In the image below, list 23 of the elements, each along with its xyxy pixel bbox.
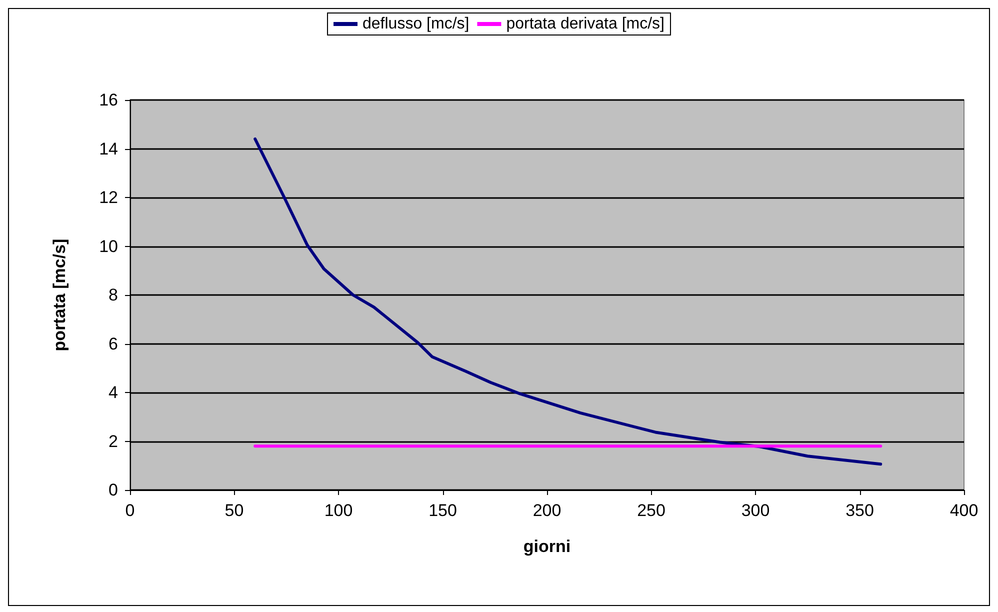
x-tick-label: 150 xyxy=(428,501,457,520)
y-tick-label: 8 xyxy=(108,286,118,304)
x-tick-label: 400 xyxy=(950,501,978,520)
x-axis-title: giorni xyxy=(523,537,571,556)
legend-label: deflusso [mc/s] xyxy=(362,16,470,32)
x-tick-label: 0 xyxy=(125,501,135,520)
x-tick-label: 250 xyxy=(637,501,666,520)
y-tick-label: 0 xyxy=(108,480,118,500)
y-tick-label: 16 xyxy=(99,90,118,110)
legend-label: portata derivata [mc/s] xyxy=(506,16,665,32)
y-tick-label: 14 xyxy=(99,139,118,158)
y-tick-label: 6 xyxy=(108,334,118,354)
x-tick-label: 100 xyxy=(324,501,353,520)
y-tick-label: 4 xyxy=(108,383,118,402)
line-series xyxy=(254,138,882,466)
y-tick-label: 2 xyxy=(108,432,118,451)
x-tick-label: 200 xyxy=(532,501,562,520)
y-tick-label: 10 xyxy=(99,236,118,256)
y-axis-title: portata [mc/s] xyxy=(50,238,69,352)
x-tick-label: 350 xyxy=(846,501,874,520)
x-tick-label: 300 xyxy=(741,501,770,520)
y-tick-label: 12 xyxy=(99,188,118,207)
x-tick-label: 50 xyxy=(224,501,244,520)
